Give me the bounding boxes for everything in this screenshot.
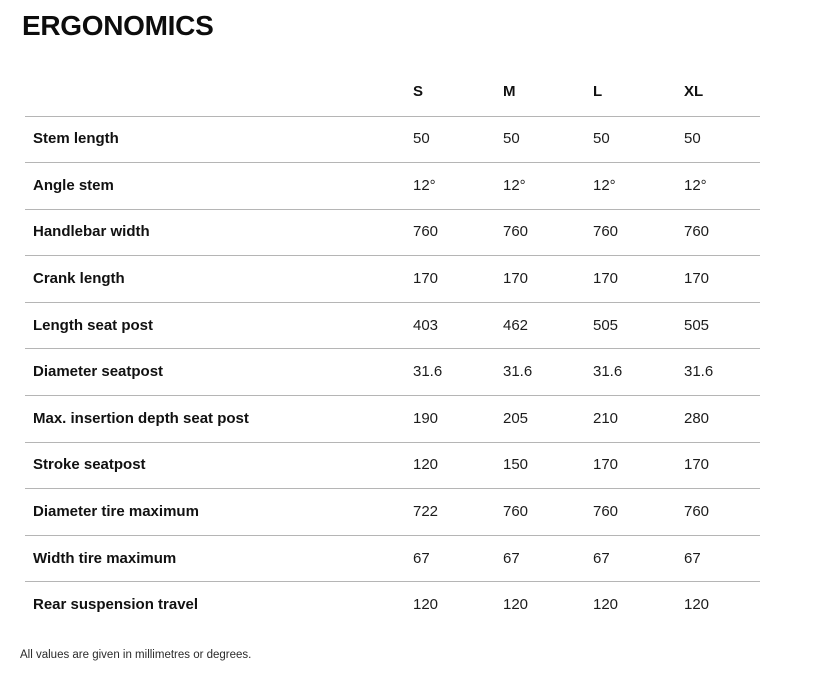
table-row-length-seat-post: Length seat post 403 462 505 505 <box>25 302 760 350</box>
cell-m: 150 <box>503 442 593 490</box>
cell-xl: 760 <box>684 209 760 257</box>
row-label: Diameter tire maximum <box>25 488 413 536</box>
table-row-max-insertion-depth: Max. insertion depth seat post 190 205 2… <box>25 395 760 443</box>
cell-l: 67 <box>593 535 684 583</box>
row-label: Width tire maximum <box>25 535 413 583</box>
cell-xl: 280 <box>684 395 760 443</box>
cell-l: 170 <box>593 442 684 490</box>
cell-m: 170 <box>503 255 593 303</box>
cell-l: 210 <box>593 395 684 443</box>
cell-s: 722 <box>413 488 503 536</box>
cell-m: 462 <box>503 302 593 350</box>
cell-xl: 760 <box>684 488 760 536</box>
header-size-xl: XL <box>684 69 760 117</box>
row-label: Handlebar width <box>25 209 413 257</box>
cell-l: 120 <box>593 596 619 614</box>
row-label: Stem length <box>25 116 413 164</box>
row-label: Max. insertion depth seat post <box>25 395 413 443</box>
cell-s: 31.6 <box>413 348 503 397</box>
cell-s: 170 <box>413 255 503 303</box>
cell-xl: 170 <box>684 255 760 303</box>
ergonomics-spec-table: S M L XL Stem length 50 50 50 50 Angle s… <box>25 69 760 629</box>
header-size-m: M <box>503 69 593 117</box>
cell-m: 67 <box>503 535 593 583</box>
table-row-rear-suspension-travel: Rear suspension travel 120 120 120 120 <box>25 582 760 629</box>
cell-m: 205 <box>503 395 593 443</box>
cell-s: 120 <box>413 442 503 490</box>
table-row-angle-stem: Angle stem 12° 12° 12° 12° <box>25 162 760 210</box>
cell-s: 760 <box>413 209 503 257</box>
cell-m: 50 <box>503 116 593 164</box>
cell-l: 760 <box>593 209 684 257</box>
cell-xl: 170 <box>684 442 760 490</box>
cell-s: 190 <box>413 395 503 443</box>
cell-m: 120 <box>503 596 529 614</box>
cell-l: 170 <box>593 255 684 303</box>
header-empty-cell <box>25 69 413 117</box>
row-label: Rear suspension travel <box>33 596 199 614</box>
cell-l: 31.6 <box>593 348 684 397</box>
row-label: Length seat post <box>25 302 413 350</box>
cell-xl: 50 <box>684 116 760 164</box>
cell-s: 120 <box>413 596 439 614</box>
cell-m: 760 <box>503 209 593 257</box>
cell-m: 31.6 <box>503 348 593 397</box>
header-size-s: S <box>413 69 503 117</box>
cell-xl: 120 <box>684 596 710 614</box>
cell-l: 505 <box>593 302 684 350</box>
table-row-handlebar-width: Handlebar width 760 760 760 760 <box>25 209 760 257</box>
cell-m: 12° <box>503 162 593 210</box>
table-header-row: S M L XL <box>25 69 760 117</box>
table-row-crank-length: Crank length 170 170 170 170 <box>25 255 760 303</box>
cell-s: 67 <box>413 535 503 583</box>
table-row-stroke-seatpost: Stroke seatpost 120 150 170 170 <box>25 442 760 490</box>
cell-l: 760 <box>593 488 684 536</box>
row-label: Angle stem <box>25 162 413 210</box>
cell-xl: 31.6 <box>684 348 760 397</box>
row-label: Stroke seatpost <box>25 442 413 490</box>
row-label: Diameter seatpost <box>25 348 413 397</box>
header-size-l: L <box>593 69 684 117</box>
ergonomics-section: ERGONOMICS S M L XL Stem length 50 50 50… <box>20 10 760 661</box>
cell-xl: 505 <box>684 302 760 350</box>
row-label: Crank length <box>25 255 413 303</box>
table-row-diameter-seatpost: Diameter seatpost 31.6 31.6 31.6 31.6 <box>25 348 760 397</box>
page-title: ERGONOMICS <box>22 10 214 41</box>
table-row-stem-length: Stem length 50 50 50 50 <box>25 116 760 164</box>
cell-s: 50 <box>413 116 503 164</box>
cell-s: 12° <box>413 162 503 210</box>
cell-xl: 67 <box>684 535 760 583</box>
cell-s: 403 <box>413 302 503 350</box>
cell-l: 50 <box>593 116 684 164</box>
cell-m: 760 <box>503 488 593 536</box>
table-row-diameter-tire-maximum: Diameter tire maximum 722 760 760 760 <box>25 488 760 536</box>
units-footnote: All values are given in millimetres or d… <box>20 648 252 661</box>
cell-xl: 12° <box>684 162 760 210</box>
cell-l: 12° <box>593 162 684 210</box>
table-row-width-tire-maximum: Width tire maximum 67 67 67 67 <box>25 535 760 583</box>
